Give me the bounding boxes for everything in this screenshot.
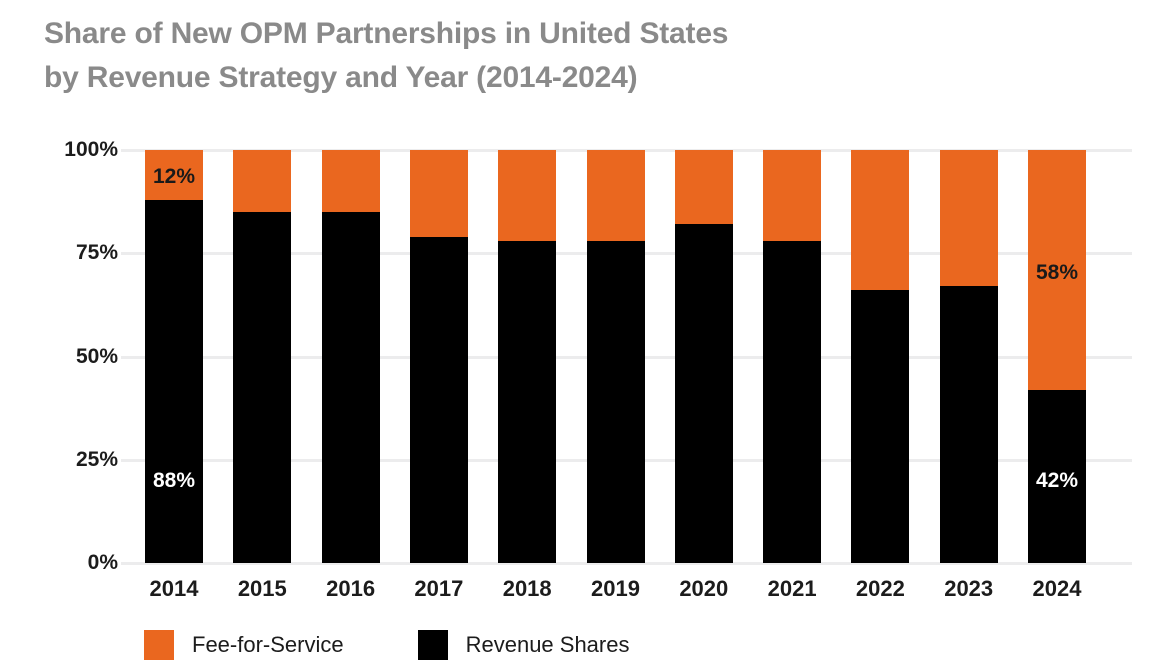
bar-segment-revenue-shares-2024[interactable]: 42% [1028, 389, 1086, 563]
bar-group-2020[interactable] [674, 150, 733, 563]
bar-segment-fee-for-service-2017[interactable] [409, 150, 468, 237]
bar-group-2019[interactable] [586, 150, 645, 563]
legend-label-revenue-shares: Revenue Shares [465, 632, 630, 657]
x-axis-tick-label: 2016 [326, 576, 376, 601]
bar-segment-revenue-shares-2014[interactable]: 88% [145, 199, 203, 563]
legend-swatch-fee-for-service [144, 630, 174, 660]
bar-segment-revenue-shares-2021[interactable] [763, 240, 822, 563]
bar-label-revenue-shares-2014: 88% [152, 469, 196, 492]
y-axis-tick-label: 75% [75, 241, 118, 265]
legend: Fee-for-Service Revenue Shares [144, 630, 629, 660]
x-axis-tick-label: 2021 [767, 576, 817, 601]
y-axis-tick-label: 0% [87, 551, 118, 574]
bars-container: 88% 12% 42% 58% [121, 150, 1132, 563]
bar-segment-fee-for-service-2015[interactable] [233, 150, 292, 212]
x-axis-tick-label: 2014 [149, 576, 199, 601]
y-axis-tick-label: 25% [75, 447, 118, 471]
bar-group-2014[interactable]: 88% 12% [145, 150, 203, 563]
bar-group-2017[interactable] [409, 150, 468, 563]
bar-segment-revenue-shares-2022[interactable] [851, 290, 910, 563]
x-axis-tick-label: 2023 [944, 576, 994, 601]
bar-group-2015[interactable] [233, 150, 292, 563]
gridline-0 [121, 562, 1132, 565]
legend-item-fee-for-service[interactable]: Fee-for-Service [144, 630, 344, 660]
bar-segment-fee-for-service-2020[interactable] [674, 150, 733, 225]
y-axis-tick-label: 50% [75, 344, 118, 368]
x-axis-tick-label: 2022 [855, 576, 905, 601]
bar-group-2016[interactable] [321, 150, 380, 563]
page-title: Share of New OPM Partnerships in United … [44, 17, 729, 94]
bar-segment-fee-for-service-2022[interactable] [851, 150, 910, 291]
bar-segment-revenue-shares-2017[interactable] [409, 236, 468, 563]
x-axis-tick-label: 2020 [679, 576, 729, 601]
bar-segment-fee-for-service-2023[interactable] [939, 150, 998, 287]
x-axis-tick-label: 2018 [502, 576, 552, 601]
y-axis-tick-label: 100% [64, 138, 118, 161]
bar-segment-revenue-shares-2018[interactable] [498, 240, 557, 563]
bar-group-2018[interactable] [498, 150, 557, 563]
legend-label-fee-for-service: Fee-for-Service [192, 632, 344, 657]
bar-segment-fee-for-service-2018[interactable] [498, 150, 557, 241]
bar-segment-revenue-shares-2019[interactable] [586, 240, 645, 563]
bar-label-fee-for-service-2014: 12% [152, 165, 196, 188]
legend-swatch-revenue-shares [417, 630, 448, 660]
bar-group-2022[interactable] [851, 150, 910, 563]
bar-segment-revenue-shares-2016[interactable] [321, 211, 380, 563]
bar-segment-fee-for-service-2024[interactable]: 58% [1028, 150, 1086, 390]
bar-label-fee-for-service-2024: 58% [1035, 261, 1079, 284]
bar-label-revenue-shares-2024: 42% [1035, 469, 1079, 492]
bar-group-2024[interactable]: 42% 58% [1028, 150, 1086, 563]
bar-segment-fee-for-service-2014[interactable]: 12% [145, 150, 203, 200]
bar-segment-fee-for-service-2019[interactable] [586, 150, 645, 241]
x-axis-tick-label: 2024 [1032, 576, 1082, 601]
bar-group-2021[interactable] [763, 150, 822, 563]
bar-segment-revenue-shares-2023[interactable] [939, 286, 998, 563]
bar-group-2023[interactable] [939, 150, 998, 563]
bar-segment-fee-for-service-2021[interactable] [763, 150, 822, 241]
x-axis-tick-label: 2019 [591, 576, 640, 601]
bar-segment-revenue-shares-2020[interactable] [674, 224, 733, 563]
bar-segment-revenue-shares-2015[interactable] [233, 211, 292, 563]
legend-item-revenue-shares[interactable]: Revenue Shares [417, 630, 630, 660]
bar-segment-fee-for-service-2016[interactable] [321, 150, 380, 212]
x-axis-tick-label: 2017 [414, 576, 464, 601]
x-axis-tick-label: 2015 [237, 576, 287, 601]
